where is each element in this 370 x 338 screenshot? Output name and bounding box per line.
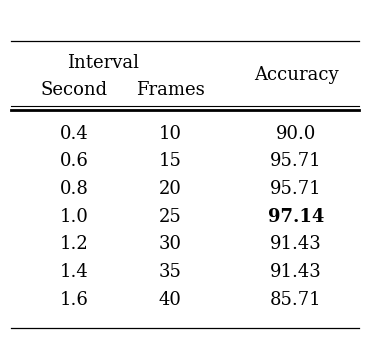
Text: 97.14: 97.14: [268, 208, 324, 226]
Text: Second: Second: [40, 80, 108, 99]
Text: 30: 30: [159, 235, 182, 254]
Text: 25: 25: [159, 208, 182, 226]
Text: 10: 10: [159, 124, 182, 143]
Text: 1.2: 1.2: [60, 235, 88, 254]
Text: 95.71: 95.71: [270, 152, 322, 170]
Text: 40: 40: [159, 291, 182, 309]
Text: 35: 35: [159, 263, 182, 281]
Text: Frames: Frames: [136, 80, 205, 99]
Text: 1.6: 1.6: [60, 291, 88, 309]
Text: 1.4: 1.4: [60, 263, 88, 281]
Text: 20: 20: [159, 180, 182, 198]
Text: 91.43: 91.43: [270, 263, 322, 281]
Text: 90.0: 90.0: [276, 124, 316, 143]
Text: 15: 15: [159, 152, 182, 170]
Text: 0.6: 0.6: [60, 152, 88, 170]
Text: 85.71: 85.71: [270, 291, 322, 309]
Text: 0.8: 0.8: [60, 180, 88, 198]
Text: 1.0: 1.0: [60, 208, 88, 226]
Text: Accuracy: Accuracy: [254, 66, 338, 84]
Text: 0.4: 0.4: [60, 124, 88, 143]
Text: 95.71: 95.71: [270, 180, 322, 198]
Text: Interval: Interval: [67, 53, 139, 72]
Text: 91.43: 91.43: [270, 235, 322, 254]
